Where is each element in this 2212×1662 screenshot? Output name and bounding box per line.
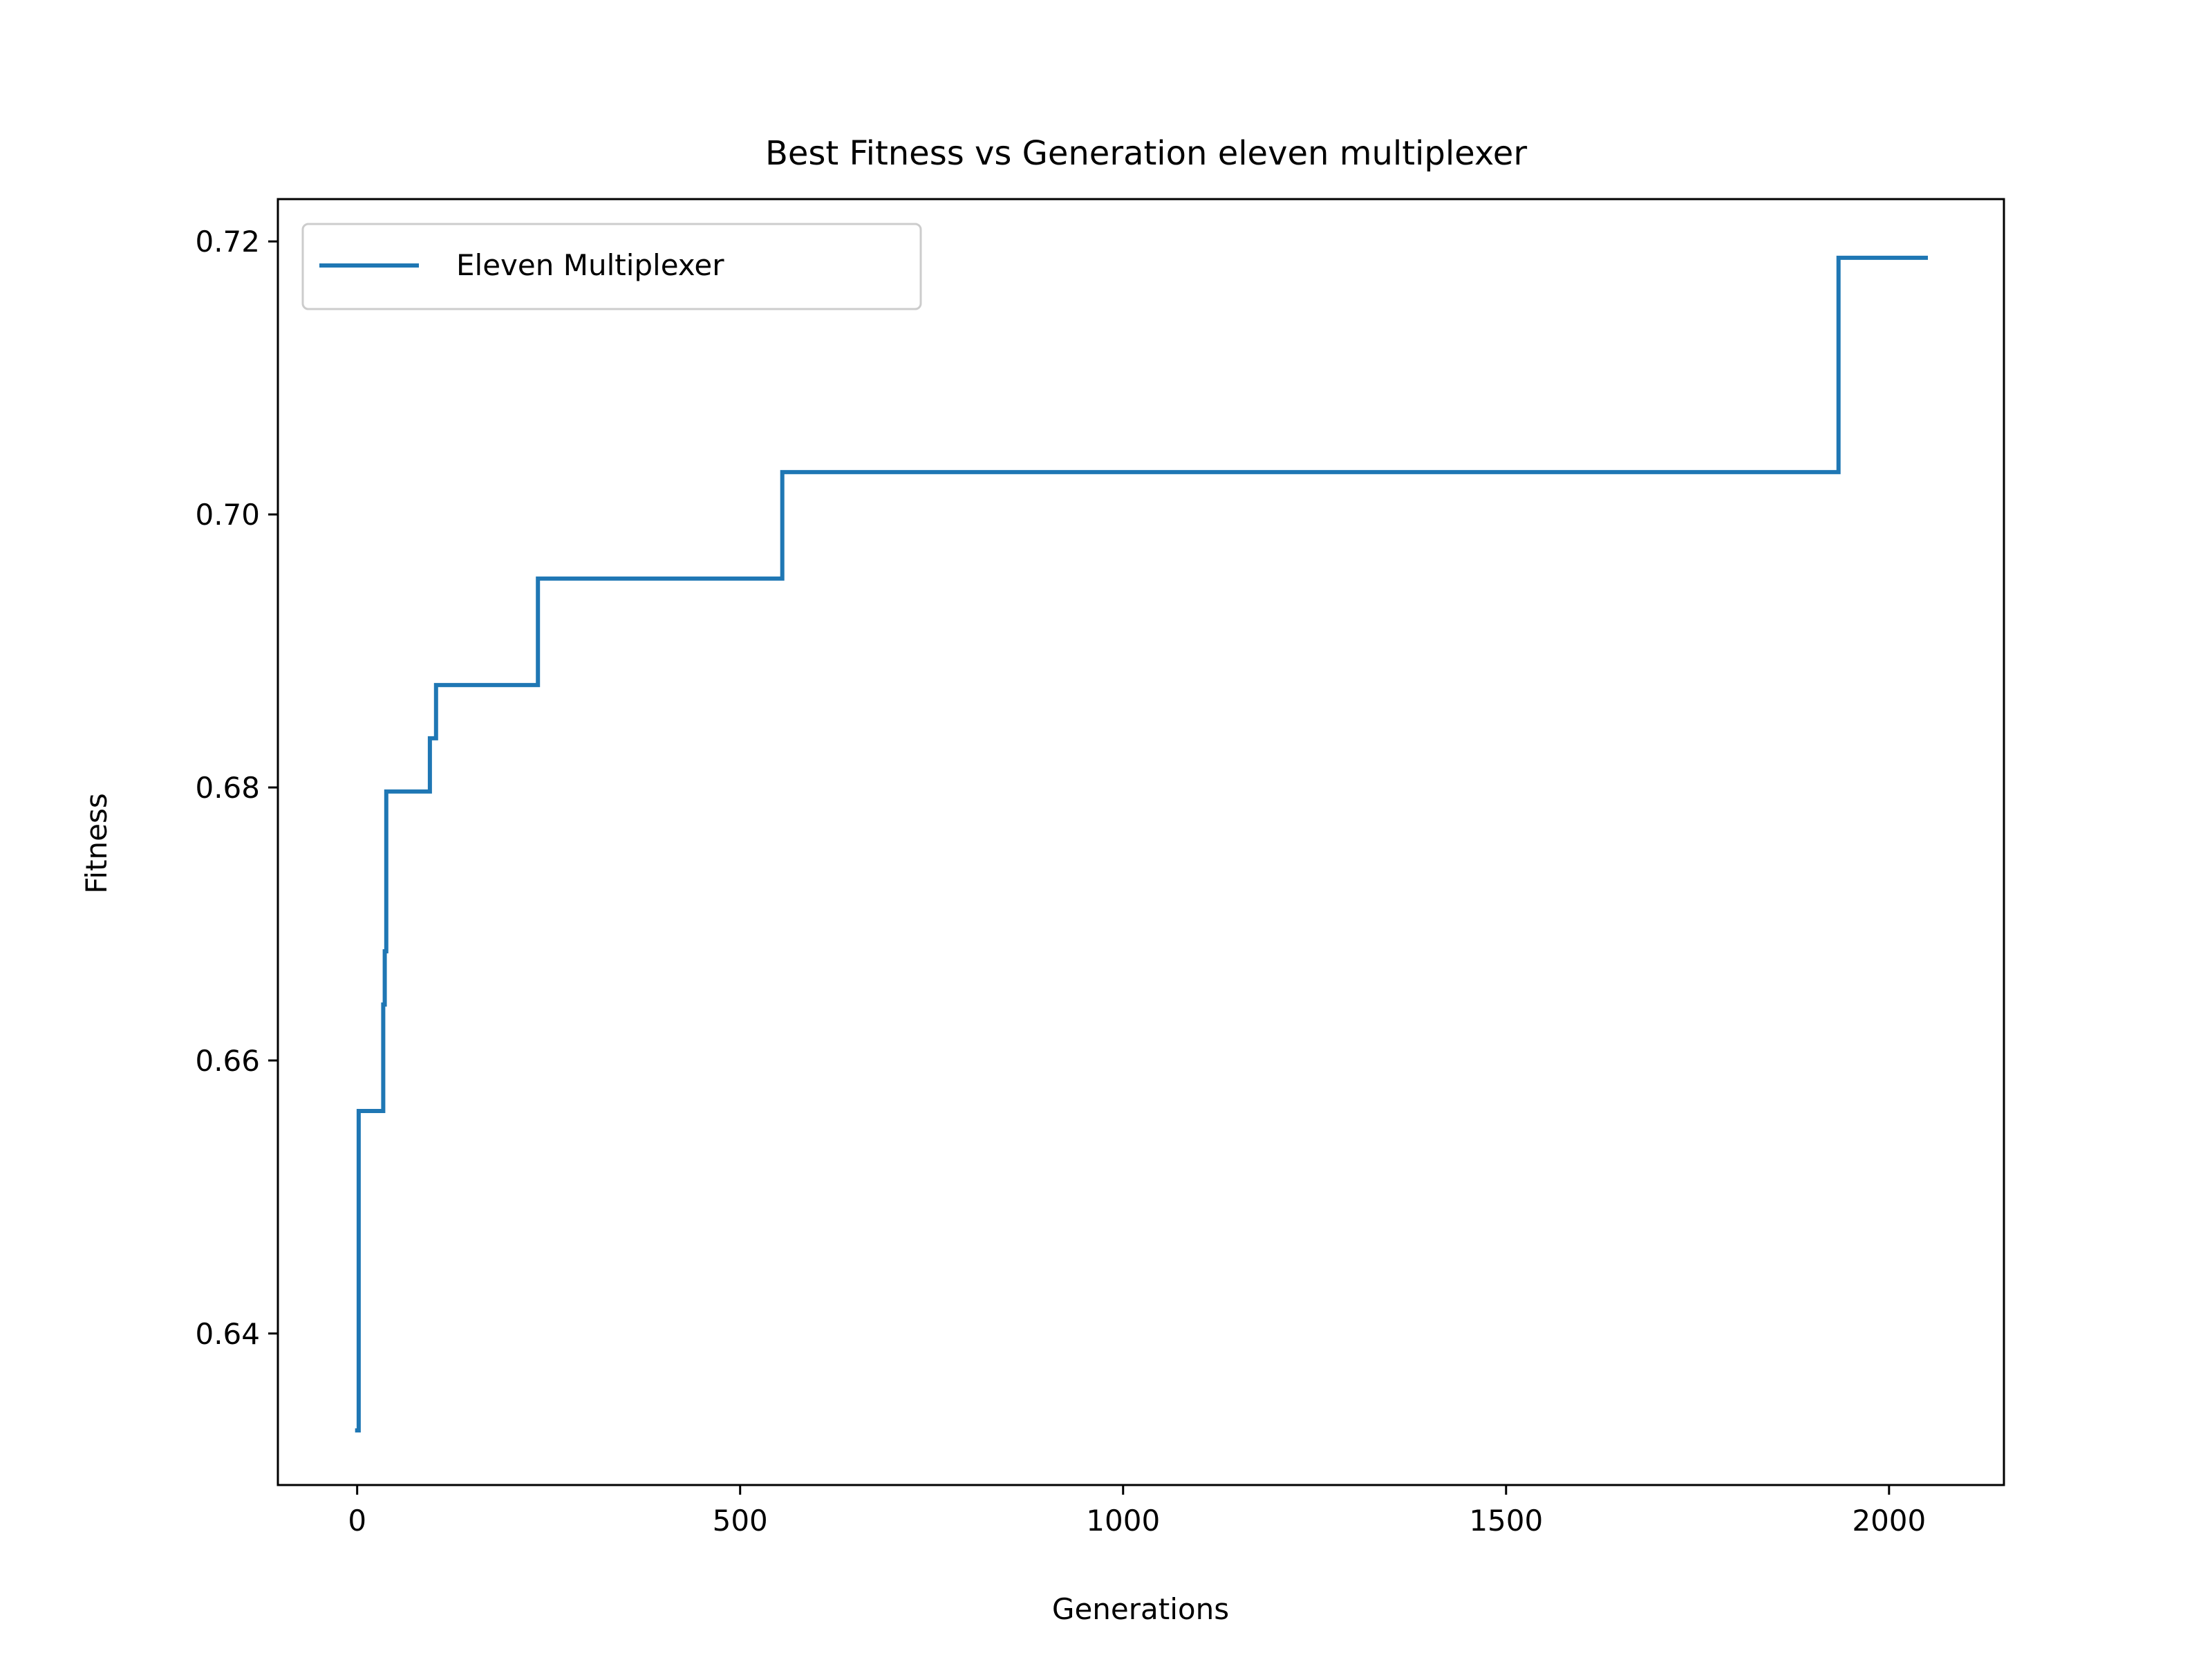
- y-axis: 0.64 0.66 0.68 0.70 0.72: [195, 225, 278, 1351]
- legend: Eleven Multiplexer: [301, 223, 922, 310]
- y-tick-label: 0.68: [195, 771, 260, 805]
- x-axis-label: Generations: [1052, 1592, 1229, 1626]
- series-line-eleven-multiplexer: [355, 255, 1928, 1432]
- x-axis: 0 500 1000 1500 2000: [348, 1485, 1926, 1538]
- plot-area: [276, 198, 2005, 1486]
- y-tick-label: 0.66: [195, 1044, 260, 1078]
- y-tick-label: 0.64: [195, 1317, 260, 1351]
- x-tick-label: 500: [713, 1504, 768, 1538]
- axes-frame: [276, 198, 2005, 1486]
- x-tick-label: 1000: [1086, 1504, 1160, 1538]
- legend-label: Eleven Multiplexer: [456, 248, 724, 282]
- x-tick-label: 2000: [1852, 1504, 1926, 1538]
- x-tick-label: 0: [348, 1504, 366, 1538]
- y-axis-label: Fitness: [79, 793, 113, 893]
- y-tick-label: 0.72: [195, 225, 260, 259]
- legend-box: [301, 223, 922, 310]
- chart-title: Best Fitness vs Generation eleven multip…: [765, 134, 1527, 173]
- plot-background: [278, 199, 2004, 1485]
- x-tick-label: 1500: [1469, 1504, 1543, 1538]
- y-tick-label: 0.70: [195, 498, 260, 532]
